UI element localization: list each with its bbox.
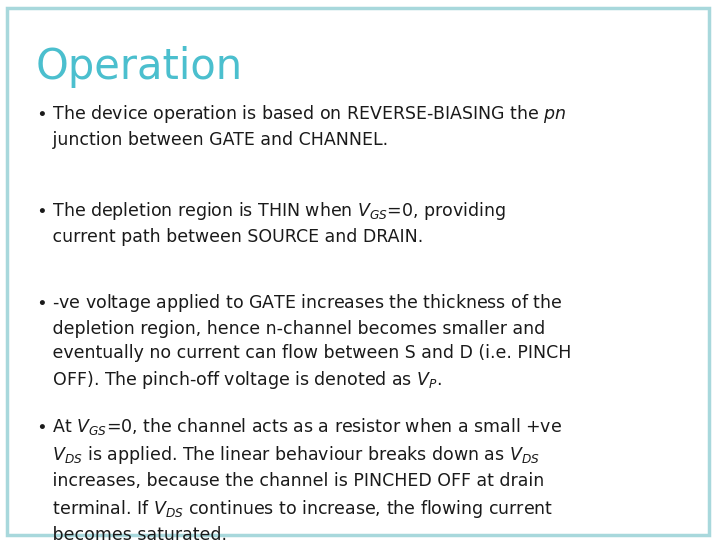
Text: Operation: Operation bbox=[36, 46, 243, 88]
Text: $\bullet$ The device operation is based on REVERSE-BIASING the $\it{pn}$
   junc: $\bullet$ The device operation is based … bbox=[36, 103, 567, 149]
FancyBboxPatch shape bbox=[7, 8, 709, 535]
Text: $\bullet$ The depletion region is THIN when $V_{GS}$=0, providing
   current pat: $\bullet$ The depletion region is THIN w… bbox=[36, 200, 506, 246]
Text: $\bullet$ -ve voltage applied to GATE increases the thickness of the
   depletio: $\bullet$ -ve voltage applied to GATE in… bbox=[36, 292, 572, 392]
Text: $\bullet$ At $V_{GS}$=0, the channel acts as a resistor when a small +ve
   $V_{: $\bullet$ At $V_{GS}$=0, the channel act… bbox=[36, 416, 562, 540]
